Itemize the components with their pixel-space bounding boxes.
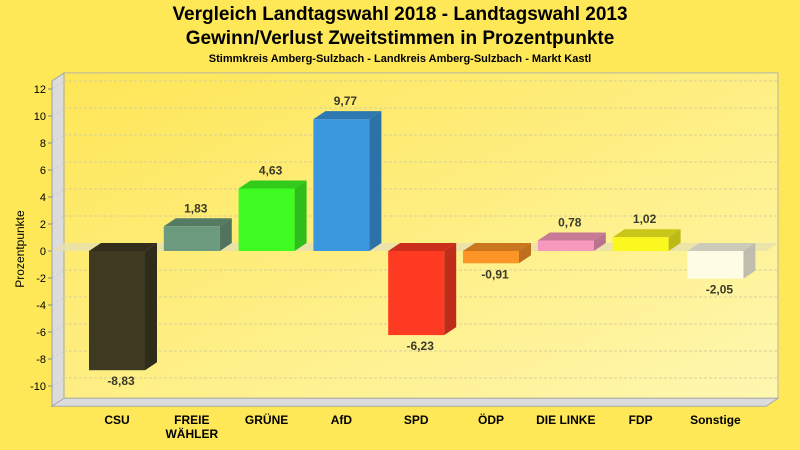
bar-top — [537, 232, 606, 241]
data-label: -0,91 — [481, 267, 509, 281]
gridline-wall — [51, 323, 65, 333]
bar-side — [668, 229, 681, 251]
data-label: 9,77 — [334, 94, 358, 108]
data-label: 4,63 — [259, 163, 283, 177]
plot-floor — [50, 397, 780, 407]
x-tick-label: CSU — [104, 413, 129, 427]
x-tick-label: ÖDP — [478, 412, 504, 427]
gridline-wall — [51, 377, 65, 387]
bar: 0,78 — [537, 215, 606, 251]
bar-side — [593, 232, 606, 251]
gridline-wall — [51, 215, 65, 225]
bar-top — [463, 243, 531, 251]
gridline-wall — [51, 161, 65, 171]
bar-front — [238, 188, 295, 251]
gridline-wall — [51, 134, 65, 144]
bar-top — [388, 243, 457, 251]
chart-title: Vergleich Landtagswahl 2018 - Landtagswa… — [172, 4, 628, 25]
bar: -8,83 — [89, 243, 157, 388]
bar-top — [612, 229, 681, 238]
bar-side — [145, 243, 157, 371]
gridline-wall — [51, 350, 65, 360]
y-tick-label: -2 — [36, 273, 46, 285]
bar-front — [463, 251, 519, 264]
x-tick-label: SPD — [404, 413, 429, 427]
bar: 9,77 — [313, 94, 382, 251]
bar-front — [313, 119, 370, 251]
x-tick-label: FDP — [629, 413, 653, 427]
x-tick-label: DIE LINKE — [536, 413, 595, 427]
bar: -2,05 — [687, 243, 756, 297]
bar: -0,91 — [463, 243, 531, 281]
data-label: 0,78 — [558, 215, 582, 229]
bar-front — [163, 226, 220, 251]
data-label: 1,83 — [184, 201, 208, 215]
data-label: 1,02 — [633, 212, 657, 226]
x-tick-label: Sonstige — [690, 413, 741, 427]
bar-side — [219, 218, 232, 251]
bar-front — [687, 251, 744, 279]
gridline-wall — [51, 269, 65, 279]
y-tick-label: 2 — [40, 219, 46, 231]
bar-front — [388, 251, 445, 336]
y-tick-label: 6 — [40, 165, 46, 177]
gridline-wall — [51, 80, 65, 90]
y-tick-label: 8 — [40, 138, 46, 150]
bar: -6,23 — [388, 243, 457, 353]
bar: 4,63 — [238, 163, 307, 251]
x-tick-label: WÄHLER — [165, 426, 218, 441]
bar-top — [687, 243, 756, 251]
y-tick-label: 10 — [34, 111, 46, 123]
x-tick-label: FREIE — [174, 413, 209, 427]
gridline-wall — [51, 107, 65, 117]
y-tick-label: 12 — [34, 84, 46, 96]
gridline-wall — [51, 188, 65, 198]
bar-front — [537, 240, 594, 251]
y-tick-label: -6 — [36, 327, 46, 339]
bar-top — [238, 180, 307, 189]
x-tick-label: AfD — [331, 413, 353, 427]
y-tick-label: 4 — [40, 192, 46, 204]
bar-side — [519, 243, 531, 264]
bar-top — [313, 111, 382, 120]
y-tick-label: -4 — [36, 300, 46, 312]
bar-front — [612, 237, 669, 251]
bar: 1,02 — [612, 212, 681, 251]
bar: 1,83 — [163, 201, 232, 251]
y-tick-label: 0 — [40, 246, 46, 258]
bar-side — [369, 111, 382, 251]
bar-front — [89, 251, 145, 371]
chart-subtitle: Gewinn/Verlust Zweitstimmen in Prozentpu… — [185, 28, 615, 49]
data-label: -8,83 — [107, 374, 135, 388]
y-tick-label: -8 — [36, 354, 46, 366]
bar-side — [444, 243, 457, 336]
bar-top — [89, 243, 157, 251]
x-tick-label: GRÜNE — [245, 412, 288, 427]
data-label: -6,23 — [407, 339, 435, 353]
data-label: -2,05 — [706, 283, 734, 297]
chart-subsubtitle: Stimmkreis Amberg-Sulzbach - Landkreis A… — [208, 53, 592, 65]
bar-side — [294, 180, 307, 251]
plot-left-wall — [51, 71, 65, 408]
bar-side — [743, 243, 756, 279]
bar-top — [163, 218, 232, 227]
y-tick-label: -10 — [30, 381, 46, 393]
gridline-wall — [51, 296, 65, 306]
